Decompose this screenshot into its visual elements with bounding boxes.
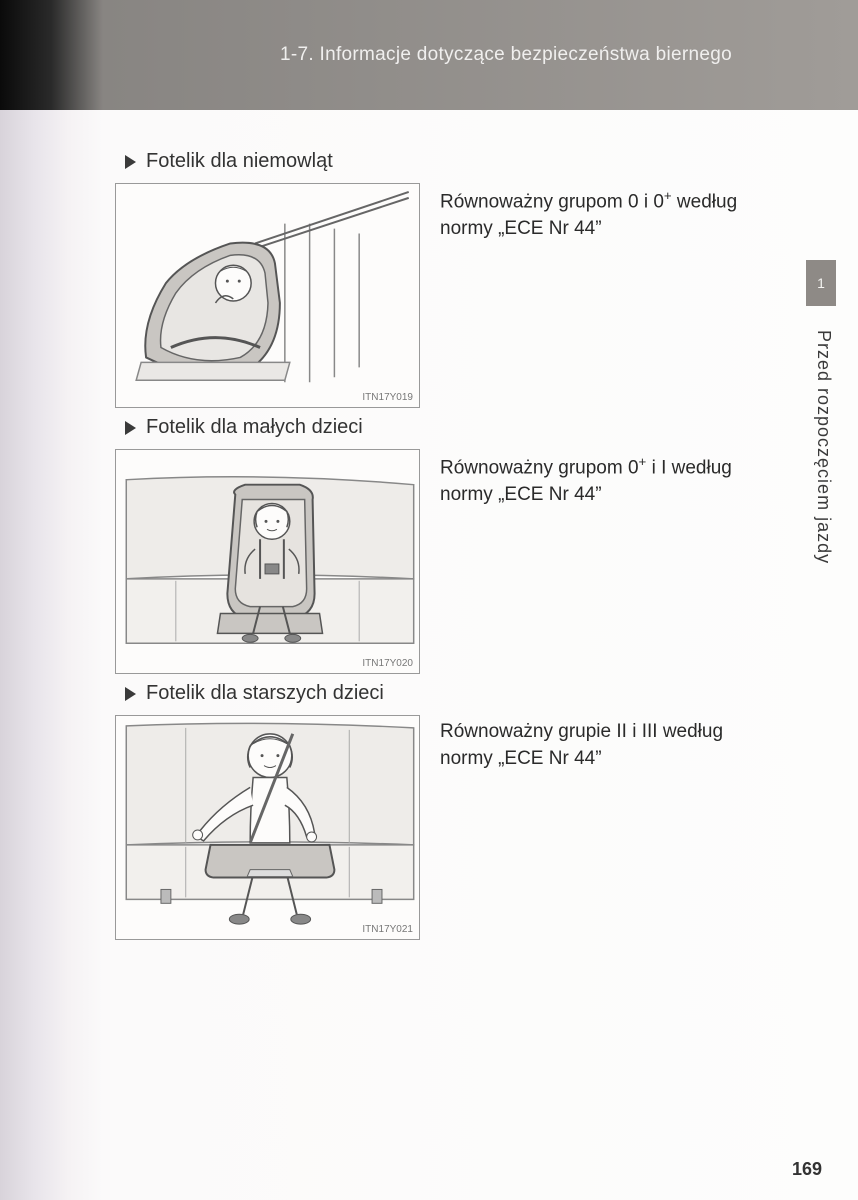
section-heading: Fotelik dla małych dzieci xyxy=(125,416,798,439)
arrow-icon xyxy=(125,155,136,169)
infant-seat-illustration xyxy=(116,184,419,407)
small-child-seat-illustration xyxy=(116,450,419,673)
description-text: Równoważny grupie II i III według normy … xyxy=(440,715,775,940)
older-child-seat-illustration xyxy=(116,716,419,939)
section-small-child-seat: Fotelik dla małych dzieci xyxy=(115,416,798,674)
main-content: Fotelik dla niemowląt xyxy=(115,150,798,948)
page-number: 169 xyxy=(792,1159,822,1180)
chapter-number: 1 xyxy=(817,275,825,291)
figure-id: ITN17Y019 xyxy=(362,392,413,403)
description-text: Równoważny grupom 0 i 0+ według normy „E… xyxy=(440,183,775,408)
figure-id: ITN17Y020 xyxy=(362,658,413,669)
heading-text: Fotelik dla małych dzieci xyxy=(146,416,363,439)
figure-older-child-seat: ITN17Y021 xyxy=(115,715,420,940)
heading-text: Fotelik dla niemowląt xyxy=(146,150,333,173)
page-header: 1-7. Informacje dotyczące bezpieczeństwa… xyxy=(0,0,858,110)
arrow-icon xyxy=(125,687,136,701)
section-body: ITN17Y021 Równoważny grupie II i III wed… xyxy=(115,715,798,940)
header-section-label: 1-7. Informacje dotyczące bezpieczeństwa… xyxy=(280,44,732,66)
figure-infant-seat: ITN17Y019 xyxy=(115,183,420,408)
side-vertical-text: Przed rozpoczęciem jazdy xyxy=(813,330,834,564)
description-text: Równoważny grupom 0+ i I według normy „E… xyxy=(440,449,775,674)
section-older-child-seat: Fotelik dla starszych dzieci xyxy=(115,682,798,940)
figure-small-child-seat: ITN17Y020 xyxy=(115,449,420,674)
chapter-tab: 1 xyxy=(806,260,836,306)
arrow-icon xyxy=(125,421,136,435)
section-heading: Fotelik dla starszych dzieci xyxy=(125,682,798,705)
section-body: ITN17Y020 Równoważny grupom 0+ i I wedłu… xyxy=(115,449,798,674)
section-heading: Fotelik dla niemowląt xyxy=(125,150,798,173)
heading-text: Fotelik dla starszych dzieci xyxy=(146,682,384,705)
figure-id: ITN17Y021 xyxy=(362,924,413,935)
section-infant-seat: Fotelik dla niemowląt xyxy=(115,150,798,408)
section-body: ITN17Y019 Równoważny grupom 0 i 0+ wedłu… xyxy=(115,183,798,408)
